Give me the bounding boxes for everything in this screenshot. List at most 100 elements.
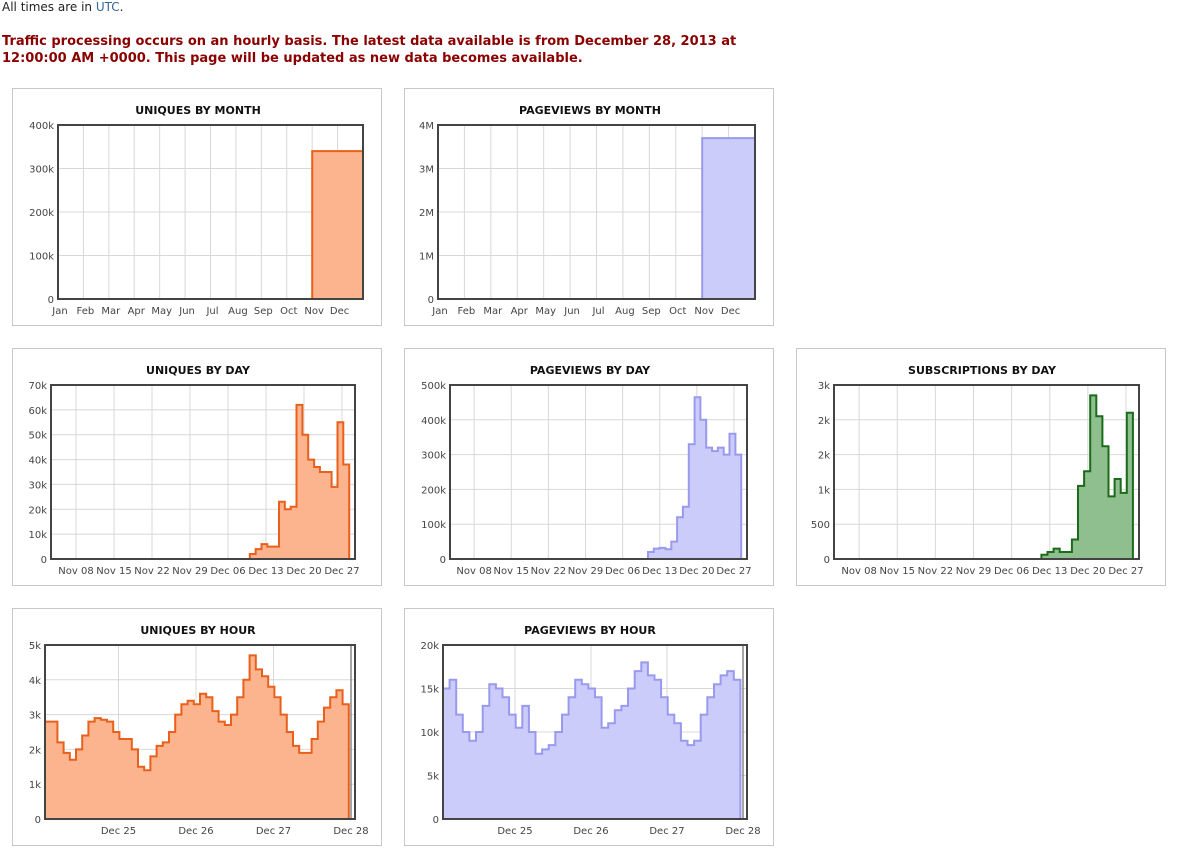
x-tick-label: Nov <box>694 306 714 317</box>
plot-frame <box>437 124 756 300</box>
x-tick-label: Dec 27 <box>1108 566 1143 577</box>
x-tick-label: May <box>535 306 556 317</box>
x-tick-label: Sep <box>642 306 661 317</box>
x-tick-label: Nov 22 <box>134 566 169 577</box>
chart-title: PAGEVIEWS BY DAY <box>530 364 651 377</box>
x-tick-label: Dec 20 <box>1070 566 1105 577</box>
x-tick-label: Nov 08 <box>58 566 93 577</box>
x-tick-label: Nov <box>304 306 324 317</box>
y-tick-label: 0 <box>433 815 439 826</box>
y-tick-label: 0 <box>35 815 41 826</box>
series-area <box>45 655 355 819</box>
series-area <box>51 404 355 559</box>
x-tick-label: Oct <box>280 306 297 317</box>
y-tick-label: 3k <box>29 711 41 722</box>
x-tick-label: Dec 06 <box>994 566 1029 577</box>
x-tick-label: Dec 28 <box>725 826 760 837</box>
x-tick-label: Dec 26 <box>178 826 213 837</box>
y-tick-label: 200k <box>29 208 54 219</box>
x-tick-label: Apr <box>511 306 529 317</box>
series-line <box>443 661 747 820</box>
x-tick-label: Nov 15 <box>880 566 915 577</box>
y-tick-label: 2k <box>818 451 830 462</box>
y-tick-label: 400k <box>29 121 54 132</box>
series-area <box>450 397 747 559</box>
x-tick-label: Mar <box>101 306 121 317</box>
subs_day-svg: SUBSCRIPTIONS BY DAY 0 500 1k 2k 2k 3k Nov 08 No… <box>811 364 1144 577</box>
x-tick-label: Nov 08 <box>456 566 491 577</box>
plot-frame <box>44 644 356 820</box>
series-area <box>834 395 1139 559</box>
x-tick-label: Dec 25 <box>497 826 532 837</box>
x-tick-label: Dec 26 <box>573 826 608 837</box>
y-tick-label: 5k <box>427 772 439 783</box>
timezone-suffix: . <box>119 0 124 14</box>
y-tick-label: 0 <box>428 295 434 306</box>
x-tick-label: Dec 06 <box>210 566 245 577</box>
x-tick-label: Dec <box>721 306 740 317</box>
x-tick-label: Jul <box>205 306 218 317</box>
series-area <box>438 138 755 299</box>
y-tick-label: 10k <box>28 530 47 541</box>
plot-frame <box>449 384 748 560</box>
y-tick-label: 10k <box>420 728 439 739</box>
x-tick-label: Jun <box>563 306 580 317</box>
y-tick-label: 70k <box>28 381 47 392</box>
subscriptions-by-day-panel: SUBSCRIPTIONS BY DAY 0 500 1k 2k 2k 3k Nov 08 No… <box>796 348 1166 586</box>
y-tick-label: 0 <box>440 555 446 566</box>
x-tick-label: Nov 15 <box>494 566 529 577</box>
series-area <box>58 151 363 299</box>
uniques_hour-svg: UNIQUES BY HOUR 0 1k 2k 3k 4k 5k Dec 25 Dec 26 De… <box>29 624 369 837</box>
timezone-note: All times are in UTC. <box>2 0 123 14</box>
x-tick-label: Apr <box>128 306 146 317</box>
uniques-by-hour-panel: UNIQUES BY HOUR 0 1k 2k 3k 4k 5k Dec 25 Dec 26 De… <box>12 608 382 846</box>
y-tick-label: 500k <box>421 381 446 392</box>
processing-notice: Traffic processing occurs on an hourly b… <box>2 33 762 67</box>
x-tick-label: Nov 08 <box>841 566 876 577</box>
y-tick-label: 400k <box>421 416 446 427</box>
x-tick-label: Dec 27 <box>324 566 359 577</box>
x-tick-label: Nov 29 <box>568 566 603 577</box>
pageviews_day-svg: PAGEVIEWS BY DAY 0 100k 200k 300k 400k 500k Nov… <box>421 364 752 577</box>
x-tick-label: Dec 20 <box>286 566 321 577</box>
x-tick-label: Nov 29 <box>172 566 207 577</box>
x-tick-label: Nov 22 <box>918 566 953 577</box>
y-tick-label: 3M <box>419 165 434 176</box>
notice-line-1: Traffic processing occurs on an hourly b… <box>2 34 737 49</box>
y-tick-label: 0 <box>41 555 47 566</box>
y-tick-label: 300k <box>29 165 54 176</box>
x-tick-label: Jan <box>51 306 67 317</box>
x-tick-label: Dec 13 <box>1032 566 1067 577</box>
x-tick-label: Dec 13 <box>642 566 677 577</box>
y-tick-label: 40k <box>28 456 47 467</box>
y-tick-label: 50k <box>28 431 47 442</box>
pageviews_month-svg: PAGEVIEWS BY MONTH 0 1M 2M 3M 4M Jan Feb Mar Apr M… <box>419 104 756 317</box>
chart-title: UNIQUES BY DAY <box>146 364 251 377</box>
plot-frame <box>50 384 356 560</box>
uniques_day-svg: UNIQUES BY DAY 0 10k 20k 30k 40k 50k 60k 70k Nov … <box>28 364 359 577</box>
series-line <box>45 654 355 820</box>
notice-line-2: 12:00:00 AM +0000. This page will be upd… <box>2 51 583 66</box>
y-tick-label: 100k <box>421 520 446 531</box>
y-tick-label: 2k <box>818 416 830 427</box>
x-tick-label: Aug <box>615 306 635 317</box>
x-tick-label: Nov 15 <box>96 566 131 577</box>
chart-title: PAGEVIEWS BY HOUR <box>524 624 656 637</box>
x-tick-label: Dec <box>330 306 349 317</box>
uniques-by-month-panel: UNIQUES BY MONTH 0 100k 200k 300k 400k Jan Feb M… <box>12 88 382 326</box>
x-tick-label: Feb <box>77 306 95 317</box>
utc-link[interactable]: UTC <box>95 0 120 14</box>
y-tick-label: 300k <box>421 451 446 462</box>
pageviews-by-month-panel: PAGEVIEWS BY MONTH 0 1M 2M 3M 4M Jan Feb Mar Apr M… <box>404 88 774 326</box>
x-tick-label: Dec 13 <box>248 566 283 577</box>
x-tick-label: Dec 27 <box>649 826 684 837</box>
plot-frame <box>833 384 1140 560</box>
y-tick-label: 4k <box>29 676 41 687</box>
y-tick-label: 1k <box>29 780 41 791</box>
chart-title: UNIQUES BY HOUR <box>140 624 256 637</box>
x-tick-label: Jun <box>178 306 195 317</box>
y-tick-label: 1k <box>818 485 830 496</box>
y-tick-label: 3k <box>818 381 830 392</box>
timezone-prefix: All times are in <box>2 0 96 14</box>
y-tick-label: 30k <box>28 480 47 491</box>
